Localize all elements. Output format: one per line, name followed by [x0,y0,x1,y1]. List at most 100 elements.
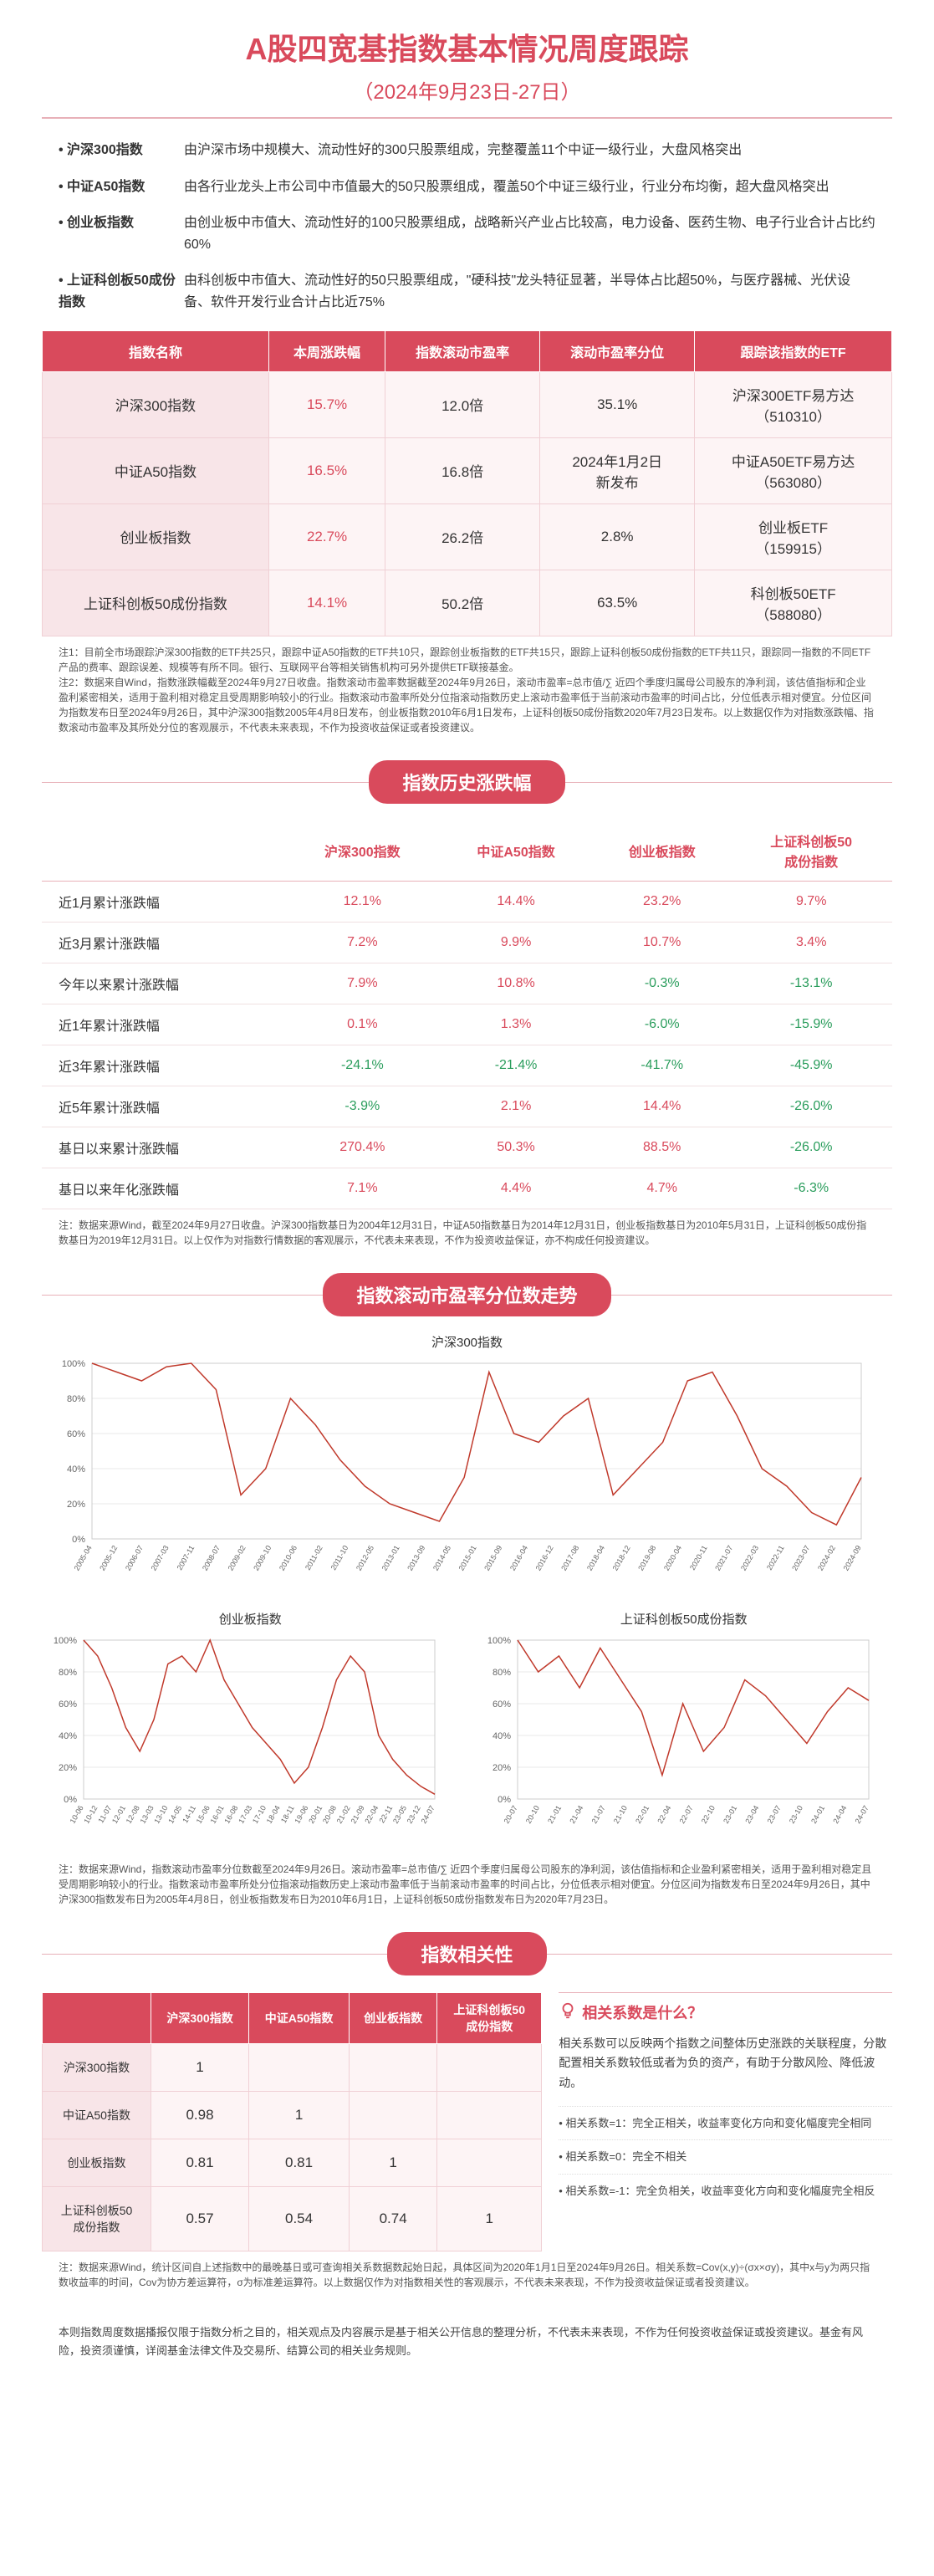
table-cell: 7.2% [287,922,438,963]
desc-text: 由各行业龙头上市公司中市值最大的50只股票组成，覆盖50个中证三级行业，行业分布… [184,176,875,198]
table-cell: 1 [151,2043,249,2091]
table-cell: 7.1% [287,1168,438,1209]
table-cell: -6.0% [594,1004,730,1045]
desc-label: 中证A50指数 [59,176,184,198]
svg-text:2006-07: 2006-07 [124,1544,145,1572]
table-cell: 2.1% [438,1086,594,1127]
main-title: A股四宽基指数基本情况周度跟踪 [42,25,892,69]
table-cell [437,2091,542,2139]
table-cell: 0.81 [151,2139,249,2186]
table-cell: 22.7% [268,503,385,570]
svg-text:24-04: 24-04 [831,1804,848,1825]
svg-text:22-10: 22-10 [699,1804,716,1825]
svg-text:23-04: 23-04 [743,1804,760,1825]
table-cell: 9.7% [730,881,892,922]
row-label: 近5年累计涨跌幅 [42,1086,287,1127]
table-header: 沪深300指数 [287,820,438,882]
svg-text:14-05: 14-05 [166,1804,183,1825]
svg-text:24-07: 24-07 [420,1804,436,1825]
table-cell: 创业板ETF （159915） [695,503,892,570]
correlation-table: 沪深300指数中证A50指数创业板指数上证科创板50 成份指数沪深300指数1中… [42,1992,542,2251]
desc-text: 由创业板中市值大、流动性好的100只股票组成，战略新兴产业占比较高，电力设备、医… [184,212,875,255]
table-cell: 1.3% [438,1004,594,1045]
table-cell: -26.0% [730,1086,892,1127]
table-cell: 科创板50ETF （588080） [695,570,892,636]
table-cell: 沪深300指数 [43,2043,151,2091]
svg-text:40%: 40% [59,1731,77,1741]
table-cell: 2.8% [540,503,695,570]
table-cell [350,2091,437,2139]
svg-text:22-04: 22-04 [656,1804,672,1825]
svg-text:2020-04: 2020-04 [662,1544,683,1572]
svg-text:2007-03: 2007-03 [150,1544,171,1572]
table-cell: 10.7% [594,922,730,963]
table-cell: -0.3% [594,963,730,1004]
table-header [42,820,287,882]
table-cell: -26.0% [730,1127,892,1168]
svg-text:2009-02: 2009-02 [227,1544,248,1572]
svg-text:2022-03: 2022-03 [739,1544,760,1572]
table-cell [437,2139,542,2186]
table-cell: -6.3% [730,1168,892,1209]
table-cell: 16.5% [268,437,385,503]
svg-text:23-10: 23-10 [787,1804,804,1825]
svg-text:2016-04: 2016-04 [508,1544,529,1572]
table-cell: 0.57 [151,2186,249,2251]
table-cell: -3.9% [287,1086,438,1127]
svg-text:22-07: 22-07 [677,1804,694,1825]
table-cell: 1 [249,2091,350,2139]
table-cell: 0.98 [151,2091,249,2139]
svg-text:2007-11: 2007-11 [176,1544,196,1572]
main-table: 指数名称本周涨跌幅指数滚动市盈率滚动市盈率分位跟踪该指数的ETF沪深300指数1… [42,330,892,636]
index-descriptions: 沪深300指数由沪深市场中规模大、流动性好的300只股票组成，完整覆盖11个中证… [59,140,875,314]
disclaimer: 本则指数周度数据播报仅限于指数分析之目的，相关观点及内容展示是基于相关公开信息的… [59,2323,875,2360]
table-cell: 26.2倍 [385,503,540,570]
svg-text:0%: 0% [72,1535,85,1545]
table-header: 上证科创板50 成份指数 [437,1992,542,2043]
table-cell: 14.4% [594,1086,730,1127]
svg-text:2015-09: 2015-09 [482,1544,503,1572]
table-cell [249,2043,350,2091]
date-range: （2024年9月23日-27日） [42,75,892,105]
svg-text:24-07: 24-07 [853,1804,870,1825]
svg-text:80%: 80% [59,1668,77,1678]
svg-text:2019-08: 2019-08 [636,1544,657,1572]
svg-text:21-04: 21-04 [568,1804,584,1825]
chart3-title: 上证科创板50成份指数 [476,1610,893,1628]
svg-text:2022-11: 2022-11 [765,1544,786,1572]
note-1: 注1：目前全市场跟踪沪深300指数的ETF共25只，跟踪中证A50指数的ETF共… [59,645,875,735]
svg-text:80%: 80% [67,1394,85,1404]
svg-text:100%: 100% [62,1359,85,1369]
chart1-title: 沪深300指数 [50,1333,884,1351]
svg-text:2020-11: 2020-11 [688,1544,709,1572]
table-cell: 270.4% [287,1127,438,1168]
svg-text:10-12: 10-12 [82,1804,99,1825]
svg-text:2012-05: 2012-05 [355,1544,375,1572]
svg-text:2009-10: 2009-10 [252,1544,273,1572]
desc-label: 上证科创板50成份指数 [59,270,184,313]
table-cell: 沪深300指数 [43,371,269,437]
table-cell: 16.8倍 [385,437,540,503]
hist-section-title: 指数历史涨跌幅 [369,760,564,804]
row-label: 近1月累计涨跌幅 [42,881,287,922]
table-header: 中证A50指数 [249,1992,350,2043]
note-2: 注：数据来源Wind，截至2024年9月27日收盘。沪深300指数基日为2004… [59,1218,875,1248]
table-cell: 50.2倍 [385,570,540,636]
note-3: 注：数据来源Wind，指数滚动市盈率分位数截至2024年9月26日。滚动市盈率=… [59,1862,875,1907]
row-label: 近3年累计涨跌幅 [42,1045,287,1086]
table-cell: -13.1% [730,963,892,1004]
table-header: 指数名称 [43,330,269,371]
svg-text:2016-12: 2016-12 [534,1544,555,1572]
chart2-title: 创业板指数 [42,1610,459,1628]
svg-text:20%: 20% [59,1763,77,1773]
chart-cyb: 创业板指数 0%20%40%60%80%100%10-0610-1211-071… [42,1610,459,1853]
table-cell: 0.54 [249,2186,350,2251]
svg-text:0%: 0% [64,1795,77,1805]
svg-text:21-10: 21-10 [611,1804,628,1825]
table-cell [350,2043,437,2091]
table-cell: 50.3% [438,1127,594,1168]
svg-text:2005-04: 2005-04 [73,1544,94,1572]
table-cell: 15.7% [268,371,385,437]
svg-text:2013-01: 2013-01 [380,1544,401,1572]
svg-text:20%: 20% [492,1763,510,1773]
